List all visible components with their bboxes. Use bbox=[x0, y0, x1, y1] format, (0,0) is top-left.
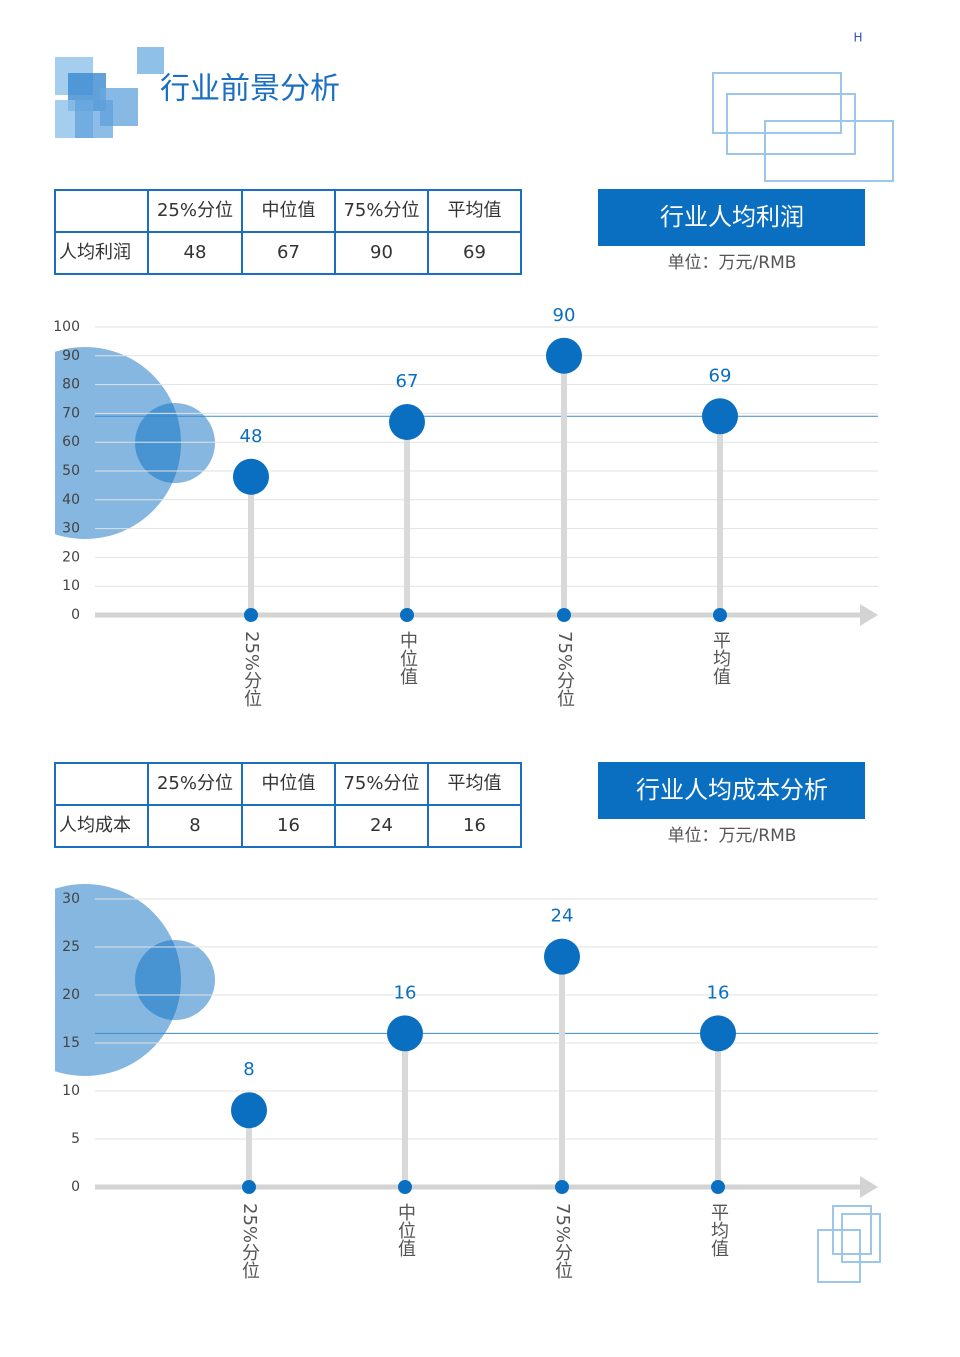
decor-circle bbox=[55, 884, 181, 1076]
y-tick-label: 15 bbox=[62, 1035, 80, 1051]
y-tick-label: 25 bbox=[62, 939, 80, 955]
y-tick-label: 50 bbox=[62, 463, 80, 479]
value-label: 16 bbox=[707, 982, 730, 1003]
lollipop-head bbox=[546, 337, 582, 374]
table-header: 25%分位 bbox=[157, 200, 233, 221]
value-label: 48 bbox=[240, 426, 263, 447]
table-header: 中位值 bbox=[262, 773, 316, 794]
table-header: 75%分位 bbox=[343, 200, 419, 221]
table-header: 平均值 bbox=[448, 200, 502, 221]
lollipop-head bbox=[389, 404, 425, 441]
value-label: 24 bbox=[551, 906, 574, 927]
value-label: 69 bbox=[709, 365, 732, 386]
title-box bbox=[598, 189, 865, 246]
unit-label: 单位：万元/RMB bbox=[668, 253, 797, 273]
y-tick-label: 90 bbox=[62, 348, 80, 364]
y-tick-label: 70 bbox=[62, 405, 80, 421]
x-tick-label: 75%分位 bbox=[552, 1203, 573, 1279]
decor-circle bbox=[55, 347, 181, 539]
title-box bbox=[598, 762, 865, 819]
y-tick-label: 0 bbox=[71, 1179, 80, 1195]
title-box-text: 行业人均利润 bbox=[660, 203, 804, 231]
y-tick-label: 80 bbox=[62, 377, 80, 393]
axis-dot bbox=[400, 608, 414, 622]
outline-squares bbox=[712, 72, 894, 1283]
table-cell: 90 bbox=[370, 242, 393, 263]
y-tick-label: 10 bbox=[62, 1083, 80, 1099]
table-cell: 69 bbox=[463, 242, 486, 263]
table-cell: 48 bbox=[184, 242, 207, 263]
table-cell: 24 bbox=[370, 815, 393, 836]
y-tick-label: 100 bbox=[53, 319, 80, 335]
lollipop-head bbox=[233, 458, 269, 495]
lollipop-head bbox=[544, 938, 580, 975]
y-tick-label: 20 bbox=[62, 987, 80, 1003]
lollipop-head bbox=[702, 398, 738, 435]
page-title: 行业前景分析 bbox=[160, 72, 340, 107]
x-tick-label: 75%分位 bbox=[554, 631, 575, 707]
corner-mark: H bbox=[853, 31, 862, 45]
value-label: 8 bbox=[243, 1059, 254, 1080]
x-tick-label: 平均值 bbox=[708, 1203, 729, 1257]
lollipop-head bbox=[387, 1015, 423, 1052]
title-box-text: 行业人均成本分析 bbox=[636, 776, 828, 804]
y-tick-label: 60 bbox=[62, 434, 80, 450]
y-tick-label: 5 bbox=[71, 1131, 80, 1147]
table-header: 75%分位 bbox=[343, 773, 419, 794]
table-row-label: 人均成本 bbox=[59, 815, 131, 836]
table-header: 25%分位 bbox=[157, 773, 233, 794]
y-tick-label: 0 bbox=[71, 607, 80, 623]
lollipop-head bbox=[231, 1092, 267, 1129]
y-tick-label: 30 bbox=[62, 891, 80, 907]
table-row-label: 人均利润 bbox=[59, 242, 131, 263]
table-cell: 16 bbox=[463, 815, 486, 836]
axis-dot bbox=[713, 608, 727, 622]
y-tick-label: 10 bbox=[62, 578, 80, 594]
y-tick-label: 40 bbox=[62, 492, 80, 508]
x-tick-label: 中位值 bbox=[397, 631, 418, 685]
axis-arrow bbox=[860, 604, 878, 626]
value-label: 90 bbox=[553, 305, 576, 326]
decor-circle bbox=[135, 403, 215, 483]
table-header: 平均值 bbox=[448, 773, 502, 794]
axis-arrow bbox=[860, 1176, 878, 1198]
axis-dot bbox=[244, 608, 258, 622]
y-tick-label: 30 bbox=[62, 521, 80, 537]
x-tick-label: 25%分位 bbox=[241, 631, 262, 707]
table-cell: 16 bbox=[277, 815, 300, 836]
table-cell: 8 bbox=[189, 815, 200, 836]
value-label: 67 bbox=[396, 371, 419, 392]
axis-dot bbox=[398, 1180, 412, 1194]
unit-label: 单位：万元/RMB bbox=[668, 826, 797, 846]
decor-circle bbox=[135, 940, 215, 1020]
axis-dot bbox=[242, 1180, 256, 1194]
header-decoration bbox=[55, 47, 164, 138]
decor-circles bbox=[55, 347, 215, 539]
lollipop-head bbox=[700, 1015, 736, 1052]
axis-dot bbox=[555, 1180, 569, 1194]
decor-circles bbox=[55, 884, 215, 1076]
y-tick-label: 20 bbox=[62, 549, 80, 565]
axis-dot bbox=[711, 1180, 725, 1194]
axis-dot bbox=[557, 608, 571, 622]
table-header: 中位值 bbox=[262, 200, 316, 221]
value-label: 16 bbox=[394, 982, 417, 1003]
x-tick-label: 中位值 bbox=[395, 1203, 416, 1257]
x-tick-label: 25%分位 bbox=[239, 1203, 260, 1279]
table-cell: 67 bbox=[277, 242, 300, 263]
x-tick-label: 平均值 bbox=[710, 631, 731, 685]
